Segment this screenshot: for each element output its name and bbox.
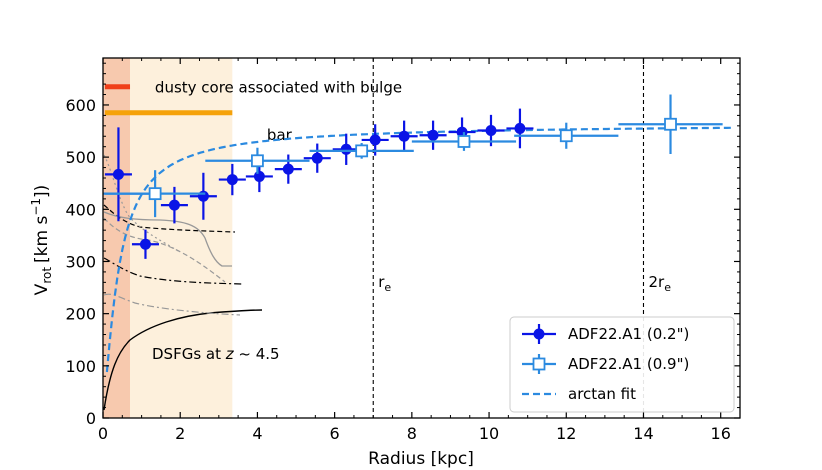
- series-1-point-7: [274, 154, 302, 184]
- data-marker: [251, 154, 264, 168]
- data-marker: [168, 199, 180, 211]
- dsfg-curve-dashdot-black: [103, 257, 243, 285]
- y-tick-label: 200: [65, 305, 96, 324]
- y-tick-label: 500: [65, 148, 96, 167]
- data-marker: [139, 238, 151, 250]
- data-series: [103, 94, 723, 259]
- legend-entry-1: ADF22.A1 (0.2"): [522, 324, 689, 344]
- series-1-point-14: [477, 114, 505, 147]
- data-marker: [369, 134, 381, 146]
- arctan-fit-line: [105, 126, 733, 373]
- series-2-point-5: [411, 132, 517, 151]
- series-2-point-3: [205, 147, 310, 174]
- bar-line-label: bar: [267, 126, 293, 144]
- x-axis-label: Radius [kpc]: [368, 449, 474, 469]
- legend-label: ADF22.A1 (0.9"): [568, 355, 689, 373]
- dsfg-curve-dashdot-gray: [103, 293, 241, 316]
- x-tick-label: 4: [252, 424, 262, 443]
- series-2-point-6: [514, 122, 619, 149]
- bar-region: [130, 58, 233, 418]
- data-marker: [514, 122, 526, 134]
- fit-layer: [105, 126, 733, 373]
- reference-lines: re 2re: [372, 58, 671, 418]
- data-marker: [253, 170, 265, 182]
- 2re-line-label: 2re: [648, 273, 671, 294]
- y-tick-label: 100: [65, 357, 96, 376]
- series-1-point-5: [218, 163, 246, 196]
- shaded-regions: dusty core associated with bulge bar: [103, 58, 402, 418]
- series-1-point-1: [104, 127, 132, 222]
- data-marker: [398, 130, 410, 142]
- legend-swatch-marker: [533, 328, 545, 340]
- y-axis-label: Vrot[km s−1]): [29, 185, 54, 296]
- data-marker: [355, 144, 369, 158]
- legend-entry-3: arctan fit: [522, 385, 636, 403]
- series-2-point-2: [104, 170, 206, 218]
- data-marker: [664, 117, 677, 131]
- y-tick-label: 400: [65, 200, 96, 219]
- data-marker: [226, 174, 238, 186]
- re-line-label: re: [378, 273, 391, 294]
- data-marker: [112, 168, 124, 180]
- series-2-point-4: [309, 143, 414, 159]
- data-marker: [311, 152, 323, 164]
- data-marker: [282, 163, 294, 175]
- x-tick-label: 12: [556, 424, 576, 443]
- series-1-point-8: [303, 143, 331, 173]
- legend-box: [509, 316, 735, 413]
- series-1-point-11: [390, 120, 418, 152]
- dusty-core-line-label: dusty core associated with bulge: [155, 79, 402, 97]
- data-marker: [197, 190, 209, 202]
- x-tick-label: 16: [711, 424, 731, 443]
- series-1-point-15: [506, 108, 534, 149]
- data-marker: [427, 129, 439, 141]
- series-2-point-7: [618, 94, 723, 154]
- legend-entry-2: ADF22.A1 (0.9"): [522, 354, 689, 374]
- dsfg-curve-dotted-gray: [103, 154, 181, 253]
- dsfg-label: DSFGs at z ~ 4.5: [152, 345, 280, 363]
- data-marker: [340, 143, 352, 155]
- dsfg-curve-solid-black: [103, 309, 263, 411]
- legend-label: ADF22.A1 (0.2"): [568, 325, 689, 343]
- y-tick-label: 600: [65, 96, 96, 115]
- x-tick-label: 2: [175, 424, 185, 443]
- x-tick-label: 0: [98, 424, 108, 443]
- plot-frame: [102, 57, 741, 419]
- x-tick-label: 10: [479, 424, 499, 443]
- data-marker: [148, 187, 162, 201]
- series-1-point-12: [419, 120, 447, 150]
- data-marker: [457, 135, 471, 148]
- data-marker: [485, 125, 497, 137]
- series-1-point-2: [131, 229, 159, 259]
- x-tick-label: 6: [330, 424, 340, 443]
- legend-label: arctan fit: [568, 385, 636, 403]
- legend-swatch-marker: [532, 357, 546, 371]
- y-tick-label: 300: [65, 252, 96, 271]
- axes: 0 2 4 6 8 10 12 14 16 0 100 200 300 400 500 600: [65, 57, 741, 443]
- y-tick-label: 0: [86, 409, 96, 428]
- dsfg-curve-solid-gray: [103, 211, 232, 267]
- x-tick-label: 8: [407, 424, 417, 443]
- x-tick-label: 14: [633, 424, 653, 443]
- series-1-point-9: [332, 133, 360, 165]
- legend: ADF22.A1 (0.2") ADF22.A1 (0.9") arctan fit: [509, 316, 735, 413]
- data-marker: [559, 129, 573, 143]
